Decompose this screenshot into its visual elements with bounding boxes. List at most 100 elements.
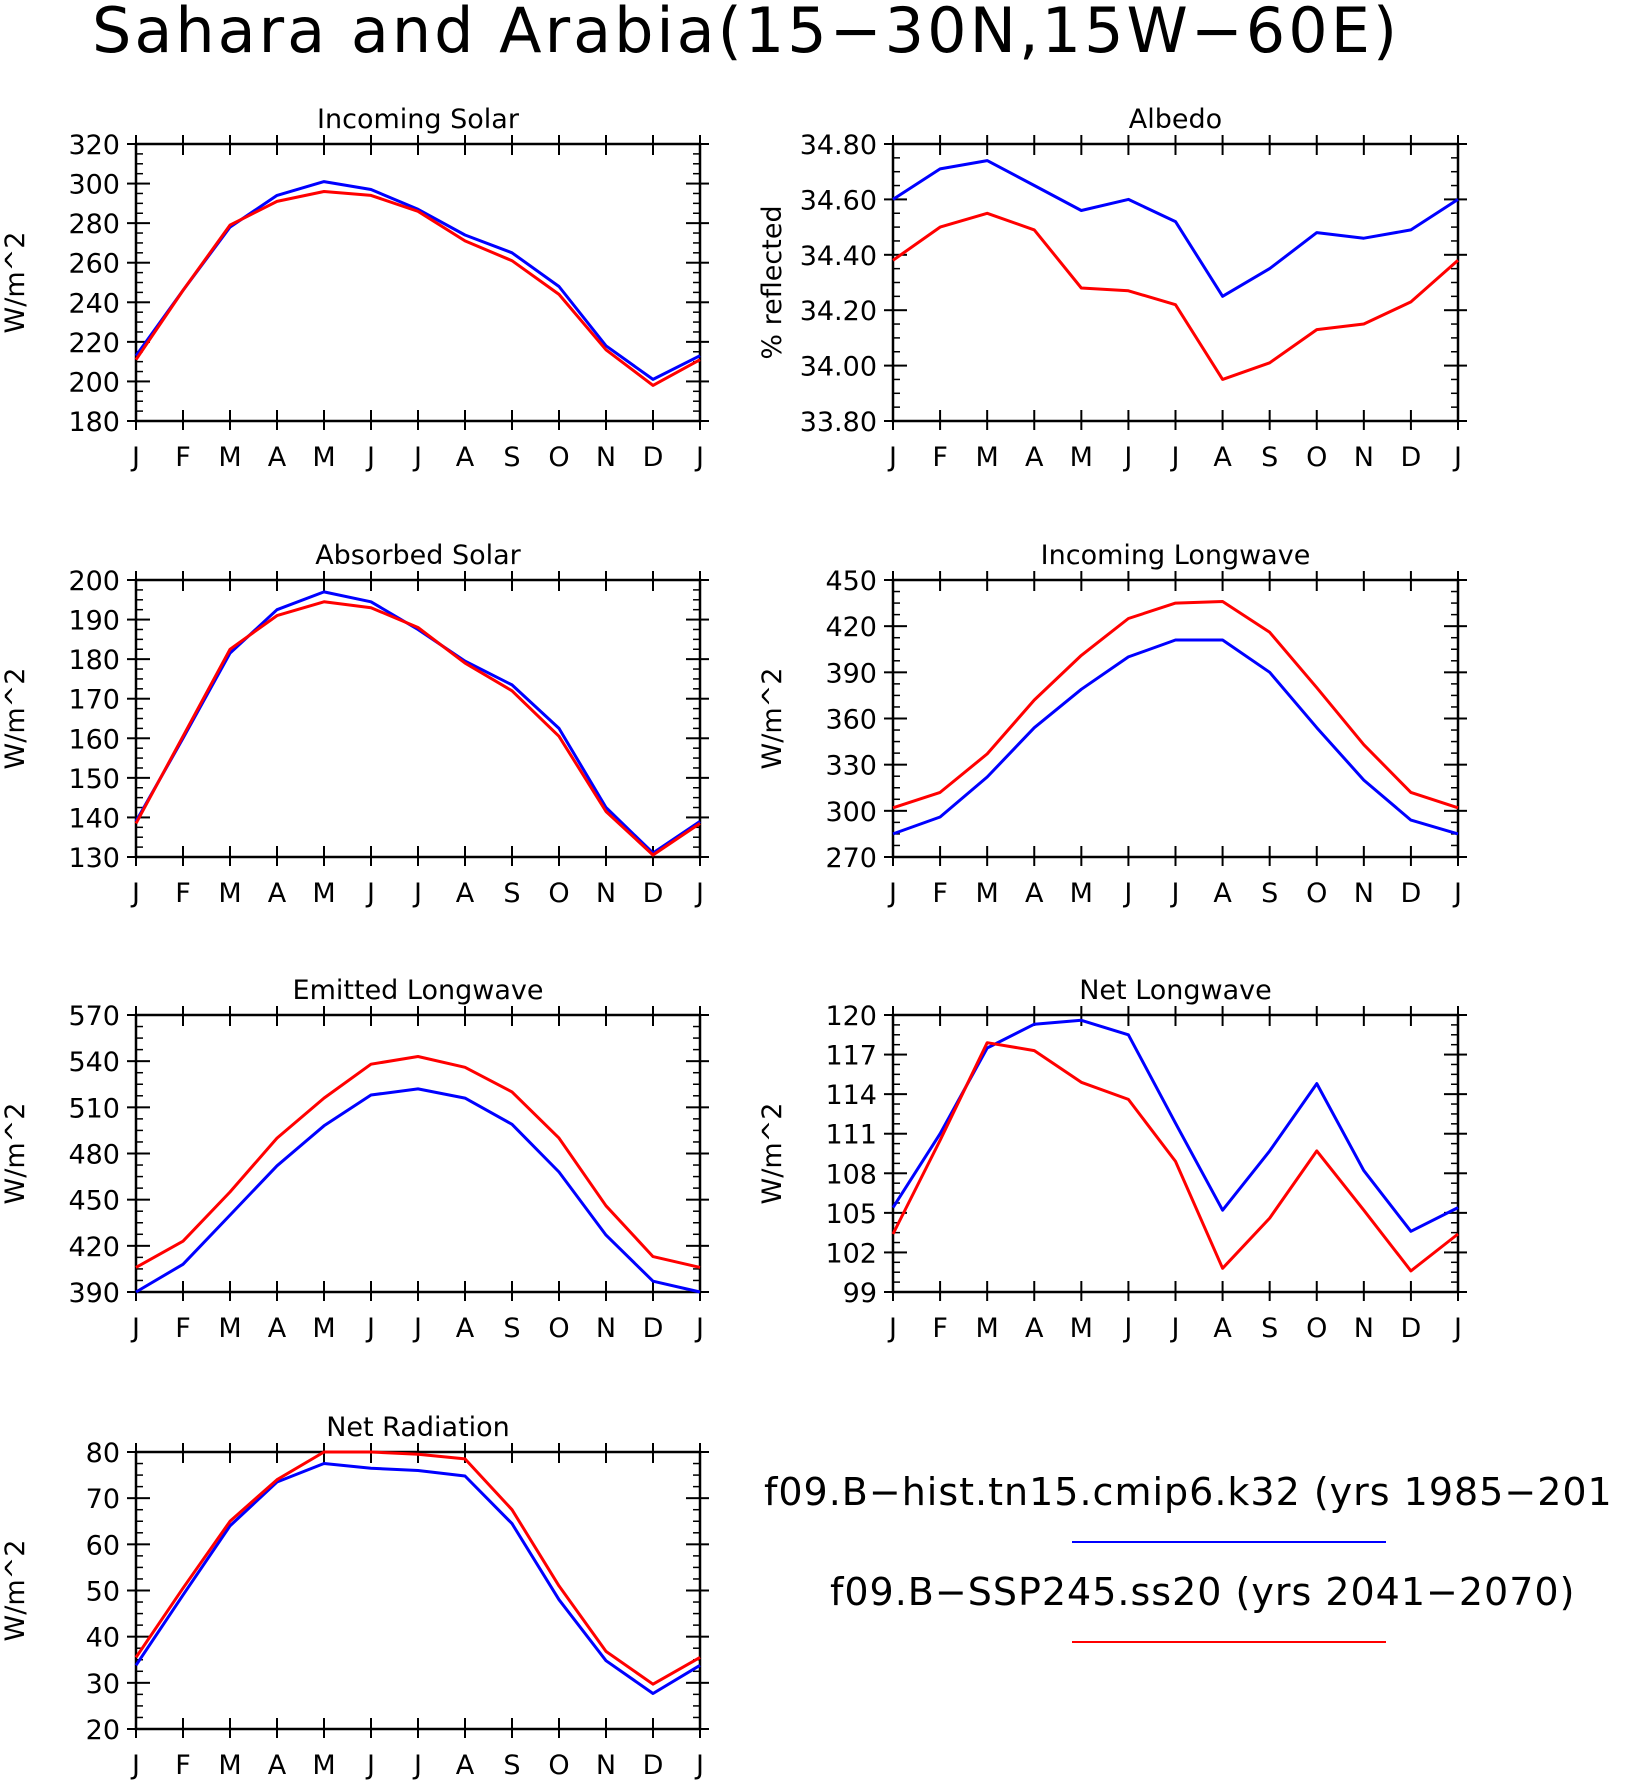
x-tick-label: J [412, 878, 422, 909]
series-line-ssp [134, 1450, 701, 1686]
x-tick-label: F [175, 1313, 191, 1344]
y-tick-label: 280 [68, 209, 120, 240]
x-tick-label: J [365, 1750, 375, 1781]
series-line-ssp [134, 600, 701, 857]
x-tick-label: J [1170, 442, 1180, 473]
y-axis-label: W/m^2 [0, 1540, 31, 1642]
x-tick-label: M [218, 442, 241, 473]
y-tick-label: 150 [68, 764, 120, 795]
x-tick-label: M [1070, 1313, 1093, 1344]
y-tick-label: 190 [68, 606, 120, 637]
legend-line-hist [1072, 1541, 1386, 1543]
y-axis-label: W/m^2 [0, 1103, 31, 1205]
plot-frame [134, 1450, 702, 1731]
x-tick-label: A [456, 442, 475, 473]
y-tick-label: 360 [825, 705, 877, 736]
x-tick-label: F [932, 878, 948, 909]
y-tick-label: 480 [68, 1140, 120, 1171]
x-tick-label: F [932, 1313, 948, 1344]
x-tick-label: J [365, 442, 375, 473]
y-tick-label: 34.00 [800, 352, 877, 383]
x-tick-label: J [694, 878, 704, 909]
x-tick-label: S [503, 1313, 520, 1344]
series-line-ssp [891, 1041, 1459, 1273]
x-tick-label: N [596, 442, 616, 473]
y-tick-label: 540 [68, 1047, 120, 1078]
x-tick-label: O [1306, 1313, 1327, 1344]
x-tick-label: J [1170, 1313, 1180, 1344]
x-tick-label: M [312, 1313, 335, 1344]
x-tick-label: S [1261, 878, 1278, 909]
y-tick-label: 200 [68, 566, 120, 597]
x-tick-label: J [1452, 878, 1462, 909]
y-tick-label: 320 [68, 130, 120, 161]
y-tick-label: 420 [68, 1232, 120, 1263]
x-tick-label: F [175, 442, 191, 473]
y-tick-label: 120 [825, 1001, 877, 1032]
x-tick-label: A [1213, 442, 1232, 473]
x-tick-label: M [1070, 878, 1093, 909]
x-tick-label: D [643, 442, 664, 473]
y-tick-label: 99 [843, 1278, 877, 1309]
x-tick-label: M [976, 878, 999, 909]
x-tick-label: N [1354, 1313, 1374, 1344]
x-tick-label: J [1452, 1313, 1462, 1344]
y-tick-label: 330 [825, 751, 877, 782]
x-tick-label: N [1354, 878, 1374, 909]
x-tick-label: A [456, 878, 475, 909]
y-tick-label: 510 [68, 1093, 120, 1124]
x-tick-label: J [1170, 878, 1180, 909]
y-tick-label: 140 [68, 803, 120, 834]
x-tick-label: A [1213, 1313, 1232, 1344]
x-tick-label: J [694, 1313, 704, 1344]
series-line-hist [134, 590, 701, 855]
x-tick-label: J [130, 1750, 140, 1781]
y-tick-label: 260 [68, 249, 120, 280]
x-tick-label: A [456, 1313, 475, 1344]
series-line-hist [892, 159, 1459, 298]
x-tick-label: F [175, 878, 191, 909]
plot-frame [891, 578, 1460, 859]
x-tick-label: J [365, 1313, 375, 1344]
x-tick-label: D [643, 878, 664, 909]
y-tick-label: 450 [68, 1186, 120, 1217]
plot-frame [891, 1013, 1460, 1294]
y-tick-label: 102 [825, 1238, 877, 1269]
x-tick-label: J [887, 1313, 897, 1344]
y-tick-label: 270 [825, 843, 877, 874]
x-tick-label: S [503, 442, 520, 473]
y-tick-label: 180 [68, 407, 120, 438]
x-tick-label: A [456, 1750, 475, 1781]
x-tick-label: N [1354, 442, 1374, 473]
y-tick-label: 34.60 [800, 185, 877, 216]
legend-label-hist: f09.B−hist.tn15.cmip6.k32 (yrs 1985−201 [764, 1470, 1613, 1514]
chart-title: Albedo [1129, 104, 1222, 135]
y-tick-label: 220 [68, 328, 120, 359]
x-tick-label: A [1025, 1313, 1044, 1344]
y-tick-label: 390 [825, 658, 877, 689]
x-tick-label: N [596, 1750, 616, 1781]
series-line-hist [892, 638, 1459, 836]
x-tick-label: D [643, 1313, 664, 1344]
x-tick-label: M [218, 1313, 241, 1344]
x-tick-label: A [268, 1313, 287, 1344]
chart-title: Incoming Solar [317, 104, 520, 135]
x-tick-label: J [412, 442, 422, 473]
y-tick-label: 33.80 [800, 407, 877, 438]
chart-title: Incoming Longwave [1041, 540, 1311, 571]
x-tick-label: D [1401, 442, 1422, 473]
y-tick-label: 420 [825, 612, 877, 643]
x-tick-label: M [976, 442, 999, 473]
series-line-hist [135, 1087, 701, 1294]
y-tick-label: 300 [825, 797, 877, 828]
y-tick-label: 34.80 [800, 130, 877, 161]
x-tick-label: J [694, 1750, 704, 1781]
x-tick-label: J [130, 442, 140, 473]
y-tick-label: 200 [68, 367, 120, 398]
x-tick-label: S [1261, 442, 1278, 473]
